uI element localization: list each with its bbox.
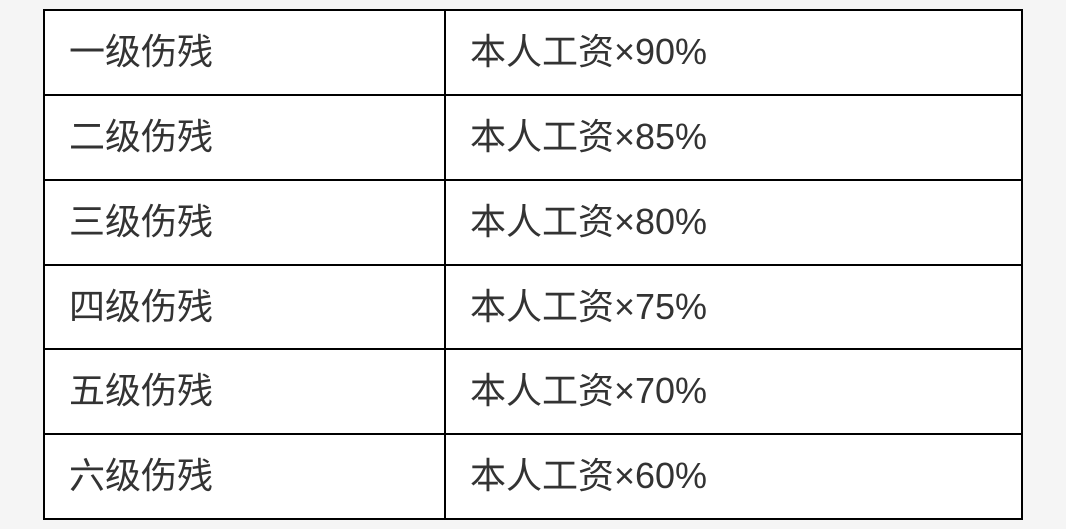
cell-level: 三级伤残 (44, 180, 445, 265)
table-row: 二级伤残 本人工资×85% (44, 95, 1022, 180)
cell-formula: 本人工资×80% (445, 180, 1022, 265)
table: 一级伤残 本人工资×90% 二级伤残 本人工资×85% 三级伤残 本人工资×80… (43, 9, 1023, 520)
cell-formula: 本人工资×75% (445, 265, 1022, 350)
disability-compensation-table: 一级伤残 本人工资×90% 二级伤残 本人工资×85% 三级伤残 本人工资×80… (43, 9, 1023, 520)
table-body: 一级伤残 本人工资×90% 二级伤残 本人工资×85% 三级伤残 本人工资×80… (44, 10, 1022, 519)
cell-level: 五级伤残 (44, 349, 445, 434)
table-row: 四级伤残 本人工资×75% (44, 265, 1022, 350)
cell-formula: 本人工资×90% (445, 10, 1022, 95)
cell-level: 一级伤残 (44, 10, 445, 95)
table-row: 五级伤残 本人工资×70% (44, 349, 1022, 434)
table-row: 六级伤残 本人工资×60% (44, 434, 1022, 519)
cell-formula: 本人工资×70% (445, 349, 1022, 434)
cell-level: 二级伤残 (44, 95, 445, 180)
cell-formula: 本人工资×60% (445, 434, 1022, 519)
table-row: 一级伤残 本人工资×90% (44, 10, 1022, 95)
table-row: 三级伤残 本人工资×80% (44, 180, 1022, 265)
cell-formula: 本人工资×85% (445, 95, 1022, 180)
cell-level: 四级伤残 (44, 265, 445, 350)
cell-level: 六级伤残 (44, 434, 445, 519)
